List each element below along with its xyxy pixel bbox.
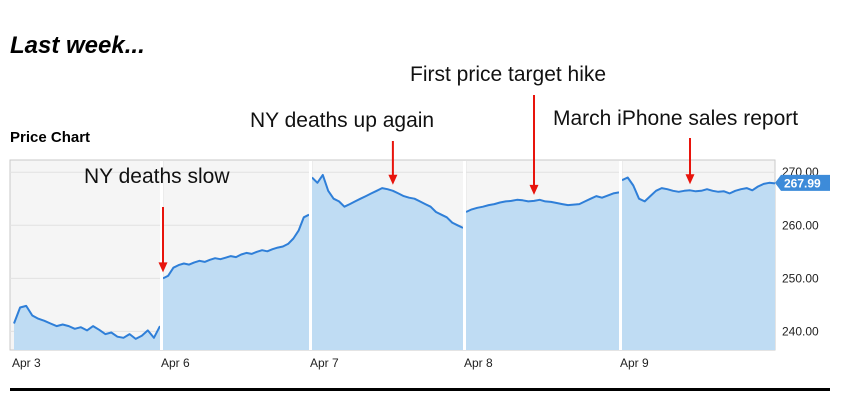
area-fill-apr-9 — [622, 177, 775, 350]
y-tick-label: 240.00 — [782, 324, 819, 338]
day-separators — [160, 161, 622, 350]
x-tick-label: Apr 3 — [12, 356, 41, 370]
y-tick-label: 260.00 — [782, 218, 819, 232]
series-line-apr-9 — [621, 176, 776, 203]
x-axis-ticks: Apr 3 Apr 6 Apr 7 Apr 8 Apr 9 — [12, 356, 649, 370]
series-line-apr-6 — [162, 213, 310, 280]
annotation-label: NY deaths slow — [84, 165, 230, 188]
last-price-label: 267.99 — [784, 176, 821, 190]
annotation-arrow-head — [685, 174, 695, 185]
bottom-rule — [10, 388, 830, 391]
annotation-label: March iPhone sales report — [553, 107, 798, 130]
annotation-label: NY deaths up again — [250, 109, 434, 132]
chart-title: Price Chart — [10, 129, 90, 146]
annotation-arrow-head — [158, 262, 168, 273]
page-heading: Last week... — [10, 32, 145, 59]
series-line-apr-7 — [311, 173, 464, 229]
series-line-apr-8 — [465, 191, 620, 213]
last-price-marker: 267.99 — [775, 174, 830, 191]
day-gap — [463, 161, 466, 350]
annotation-arrow-head — [388, 174, 398, 185]
x-tick-label: Apr 6 — [161, 356, 190, 370]
x-tick-label: Apr 9 — [620, 356, 649, 370]
day-gap — [619, 161, 622, 350]
day-gap — [309, 161, 312, 350]
day-gap — [160, 161, 163, 350]
price-line — [13, 173, 776, 340]
x-tick-label: Apr 8 — [464, 356, 493, 370]
annotation-arrow-head — [529, 184, 539, 195]
area-fill-apr-7 — [312, 174, 463, 350]
series-line-apr-3 — [13, 304, 161, 340]
price-area — [14, 174, 775, 350]
x-tick-label: Apr 7 — [310, 356, 339, 370]
last-price-badge — [775, 174, 830, 191]
annotation-label: First price target hike — [410, 63, 606, 86]
area-fill-apr-8 — [466, 192, 619, 350]
area-fill-apr-3 — [14, 305, 160, 350]
area-fill-apr-6 — [163, 214, 309, 350]
annotations: NY deaths slow NY deaths up again First pr… — [84, 63, 798, 273]
y-tick-label: 250.00 — [782, 271, 819, 285]
